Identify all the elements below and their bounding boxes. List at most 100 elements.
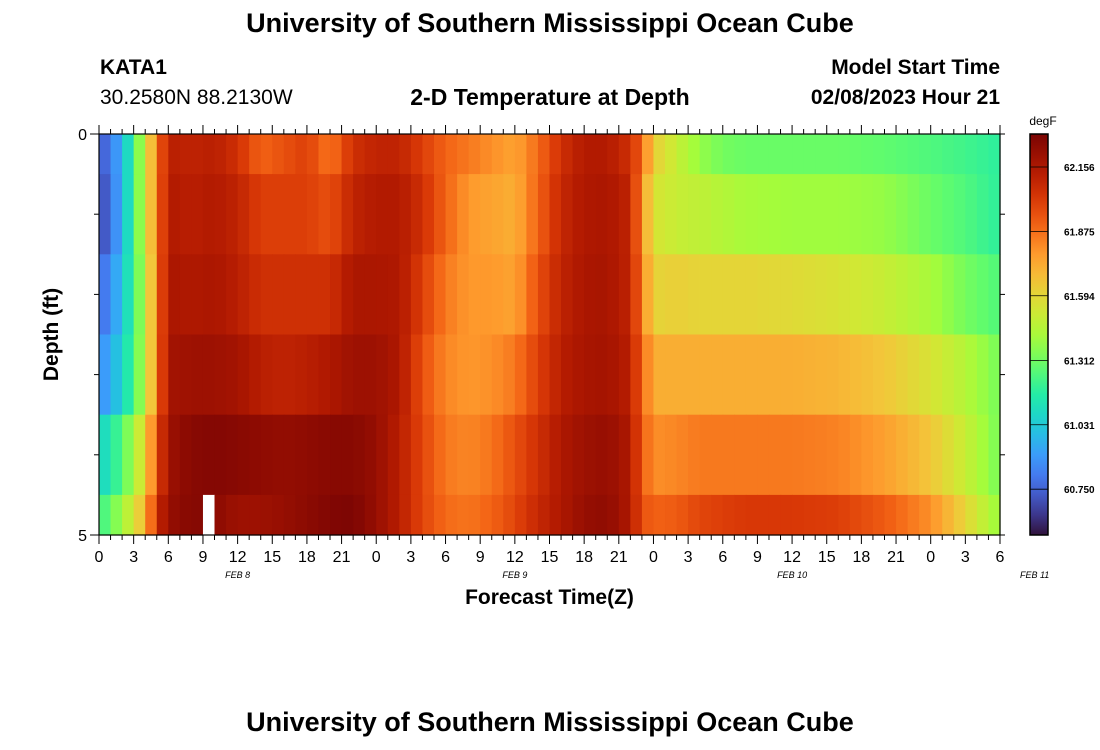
heatmap-cell	[768, 494, 782, 536]
heatmap-cell	[849, 174, 862, 255]
heatmap-cell	[133, 174, 146, 255]
heatmap-cell	[145, 334, 158, 416]
heatmap-cell	[849, 494, 862, 536]
heatmap-cell	[792, 174, 805, 255]
heatmap-cell	[549, 414, 562, 496]
heatmap-cell	[526, 134, 539, 175]
heatmap-cell	[988, 414, 1001, 496]
heatmap-cell	[549, 134, 562, 175]
heatmap-cell	[330, 174, 343, 255]
heatmap-cell	[826, 414, 839, 496]
heatmap-cell	[942, 254, 955, 336]
heatmap-cell	[965, 414, 978, 496]
heatmap-cell	[618, 174, 631, 255]
heatmap-cell	[526, 494, 539, 536]
heatmap-cell	[838, 174, 851, 255]
heatmap-cell	[387, 134, 400, 175]
heatmap-cell	[688, 494, 701, 536]
heatmap-cell	[457, 414, 470, 496]
heatmap-cell	[295, 134, 308, 175]
heatmap-cell	[688, 414, 701, 496]
heatmap-cell	[133, 494, 146, 536]
heatmap-cell	[653, 254, 666, 336]
heatmap-cell	[907, 174, 920, 255]
heatmap-cell	[676, 254, 689, 336]
heatmap-cell	[156, 494, 169, 536]
heatmap-cell	[353, 334, 366, 416]
heatmap-cell	[722, 134, 735, 175]
heatmap-cell	[907, 254, 920, 336]
x-tick-label: 15	[818, 549, 836, 566]
heatmap-cell	[561, 414, 574, 496]
heatmap-cell	[849, 254, 862, 336]
heatmap-cell	[399, 174, 412, 255]
heatmap-cell	[168, 254, 181, 336]
heatmap-cell	[861, 494, 874, 536]
heatmap-cell	[179, 174, 193, 255]
heatmap-cell	[457, 494, 470, 536]
x-tick-label: 18	[298, 549, 316, 566]
x-axis: 0 3 6 9 12 15 18 21 0 3 6 9 12 15 18 21 0 3 6 9 12 15 18 21 0 3 6 F…	[95, 125, 1049, 580]
heatmap-cell	[514, 254, 527, 336]
heatmap-cell	[433, 254, 447, 336]
heatmap-cell	[468, 494, 481, 536]
heatmap-cell	[722, 494, 735, 536]
heatmap-cell	[711, 134, 724, 175]
heatmap-cell	[122, 254, 135, 336]
heatmap-cell	[919, 414, 932, 496]
heatmap-cell	[826, 334, 839, 416]
heatmap-cell	[653, 174, 666, 255]
heatmap-cell	[965, 134, 978, 175]
x-axis-label: Forecast Time(Z)	[465, 586, 634, 609]
heatmap-cell	[260, 414, 273, 496]
heatmap-cell	[260, 134, 273, 175]
heatmap-cell	[191, 174, 204, 255]
heatmap-cell	[330, 334, 343, 416]
heatmap-cell	[260, 174, 273, 255]
heatmap-cell	[503, 254, 516, 336]
heatmap-cell	[295, 414, 308, 496]
heatmap-cell	[884, 174, 897, 255]
heatmap-cell	[780, 254, 793, 336]
heatmap-cells	[99, 134, 1001, 536]
heatmap-cell	[537, 494, 551, 536]
heatmap-cell	[399, 254, 412, 336]
heatmap-cell	[537, 334, 551, 416]
heatmap-cell	[896, 414, 909, 496]
heatmap-cell	[133, 414, 146, 496]
heatmap-cell	[815, 414, 828, 496]
heatmap-cell	[757, 334, 770, 416]
heatmap-cell	[919, 134, 932, 175]
heatmap-cell	[561, 494, 574, 536]
date-label: FEB 11	[1020, 570, 1049, 580]
heatmap-cell	[260, 254, 273, 336]
heatmap-cell	[433, 174, 447, 255]
heatmap-cell	[514, 494, 527, 536]
heatmap-cell	[226, 254, 239, 336]
heatmap-cell	[919, 334, 932, 416]
heatmap-cell	[849, 334, 862, 416]
heatmap-cell	[872, 174, 886, 255]
x-tick-label: 12	[229, 549, 247, 566]
heatmap-cell	[468, 414, 481, 496]
heatmap-cell	[99, 174, 112, 255]
heatmap-cell	[595, 334, 608, 416]
heatmap-cell	[607, 414, 620, 496]
x-tick-label: 6	[718, 549, 727, 566]
heatmap-cell	[595, 174, 608, 255]
heatmap-cell	[815, 254, 828, 336]
heatmap-cell	[145, 134, 158, 175]
heatmap-cell	[202, 334, 216, 416]
heatmap-cell	[722, 334, 735, 416]
heatmap-cell	[422, 494, 435, 536]
colorbar-tick-label: 62.156	[1064, 163, 1095, 174]
heatmap-cell	[711, 494, 724, 536]
heatmap-cell	[306, 174, 320, 255]
heatmap-cell	[330, 254, 343, 336]
heatmap-cell	[665, 334, 678, 416]
heatmap-cell	[641, 134, 655, 175]
heatmap-cell	[491, 254, 504, 336]
heatmap-cell	[630, 134, 643, 175]
heatmap-cell	[202, 174, 216, 255]
heatmap-cell	[630, 254, 643, 336]
